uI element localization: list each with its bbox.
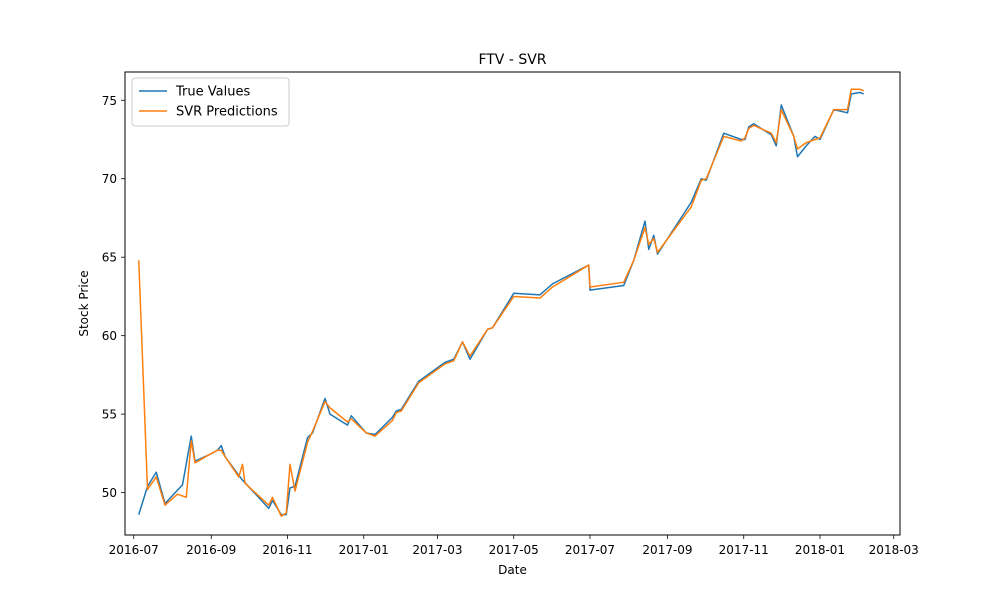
x-tick-label: 2016-11 (262, 543, 312, 557)
legend-box (131, 77, 290, 127)
series-lines (138, 88, 865, 517)
y-tick-label: 55 (102, 408, 117, 422)
legend-label-true-values: True Values (175, 85, 250, 100)
x-tick-label: 2016-07 (109, 543, 159, 557)
y-axis-label: Stock Price (77, 270, 91, 336)
x-tick-label: 2018-01 (795, 543, 845, 557)
y-tick-label: 75 (102, 94, 117, 108)
series-line-true-values (138, 91, 865, 516)
x-tick-label: 2017-01 (339, 543, 389, 557)
plot-area (124, 71, 901, 536)
y-tick-label: 60 (102, 329, 117, 343)
x-tick-label: 2017-03 (412, 543, 462, 557)
x-tick-label: 2017-11 (719, 543, 769, 557)
y-tick-label: 50 (102, 486, 117, 500)
x-tick-label: 2017-05 (489, 543, 539, 557)
x-axis: 2016-07 2016-09 2016-11 2017-01 2017-03 2017-… (109, 535, 919, 557)
series-line-svr-predictions (138, 88, 865, 517)
x-tick-label: 2017-07 (565, 543, 615, 557)
x-tick-label: 2016-09 (186, 543, 236, 557)
x-tick-label: 2018-03 (869, 543, 919, 557)
plot-frame (124, 71, 901, 536)
y-tick-label: 65 (102, 251, 117, 265)
legend-label-svr-predictions: SVR Predictions (176, 105, 278, 120)
chart-title: FTV - SVR (478, 52, 546, 68)
y-tick-label: 70 (102, 172, 117, 186)
legend: True Values SVR Predictions (131, 77, 290, 127)
x-axis-label: Date (498, 563, 527, 577)
y-axis: 50 55 60 65 70 75 (102, 94, 125, 500)
x-tick-label: 2017-09 (642, 543, 692, 557)
